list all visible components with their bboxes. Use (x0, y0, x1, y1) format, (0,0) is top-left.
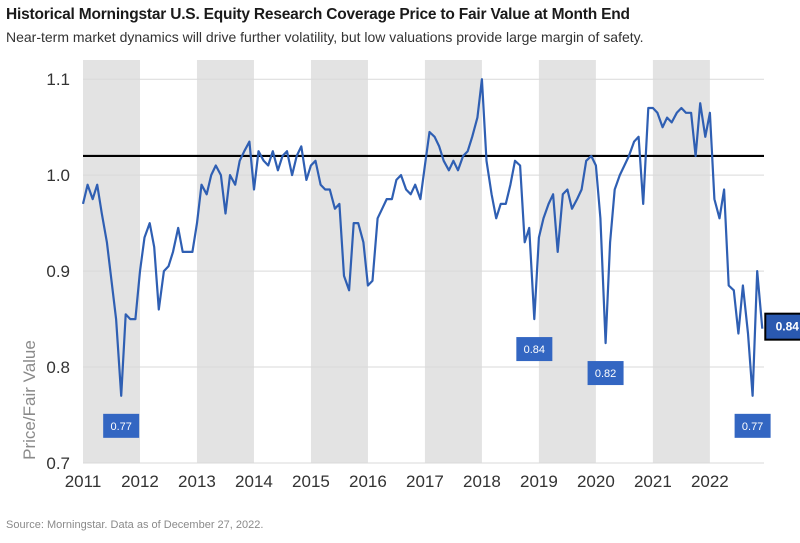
year-band-2017 (424, 60, 482, 463)
gridlines (83, 78, 764, 464)
x-axis-ticks: 2011 2012 2013 2014 2015 2016 2017 2018 2019 2020… (65, 472, 729, 491)
y-tick-label: 0.8 (46, 358, 70, 377)
y-tick-label: 0.7 (46, 454, 70, 473)
x-tick-label: 2013 (178, 472, 216, 491)
price-to-fair-value-series (81, 78, 764, 397)
chart-title: Historical Morningstar U.S. Equity Resea… (6, 6, 630, 23)
year-band-2011 (83, 60, 140, 463)
x-tick-label: 2017 (406, 472, 444, 491)
callout-label: 0.84 (524, 344, 545, 356)
x-tick-label: 2020 (577, 472, 615, 491)
x-tick-label: 2022 (691, 472, 729, 491)
year-shading-bands (83, 60, 710, 463)
chart-source: Source: Morningstar. Data as of December… (6, 519, 264, 531)
chart-subtitle: Near-term market dynamics will drive fur… (6, 29, 644, 45)
x-tick-label: 2015 (292, 472, 330, 491)
callout-label: 0.77 (110, 421, 131, 433)
callout-0.77: 0.77 (734, 413, 771, 438)
year-band-2021 (652, 60, 710, 463)
y-axis-ticks: 0.7 0.8 0.9 1.0 1.1 (46, 70, 70, 473)
x-tick-label: 2012 (121, 472, 159, 491)
series-line-0 (81, 78, 764, 397)
callout-box (734, 413, 771, 438)
year-band-2013 (196, 60, 254, 463)
value-callouts: 0.77 0.84 0.82 0.77 0.84 (103, 312, 800, 438)
x-tick-label: 2021 (634, 472, 672, 491)
callout-box (764, 312, 800, 341)
callout-box (516, 337, 553, 362)
callout-label: 0.77 (742, 421, 763, 433)
callout-0.84: 0.84 (516, 337, 553, 362)
callout-label: 0.84 (776, 320, 800, 334)
callout-0.84: 0.84 (764, 312, 800, 341)
callout-0.77: 0.77 (103, 413, 140, 438)
x-tick-label: 2016 (349, 472, 387, 491)
y-tick-label: 1.1 (46, 70, 70, 89)
x-tick-label: 2011 (65, 472, 102, 491)
callout-box (103, 413, 140, 438)
callout-0.82: 0.82 (587, 361, 624, 386)
callout-box (587, 361, 624, 386)
x-tick-label: 2019 (520, 472, 558, 491)
year-band-2015 (310, 60, 368, 463)
x-tick-label: 2018 (463, 472, 501, 491)
y-tick-label: 1.0 (46, 166, 70, 185)
year-band-2019 (538, 60, 596, 463)
callout-label: 0.82 (595, 368, 616, 380)
x-tick-label: 2014 (235, 472, 273, 491)
y-tick-label: 0.9 (46, 262, 70, 281)
y-axis-label: Price/Fair Value (20, 340, 39, 460)
